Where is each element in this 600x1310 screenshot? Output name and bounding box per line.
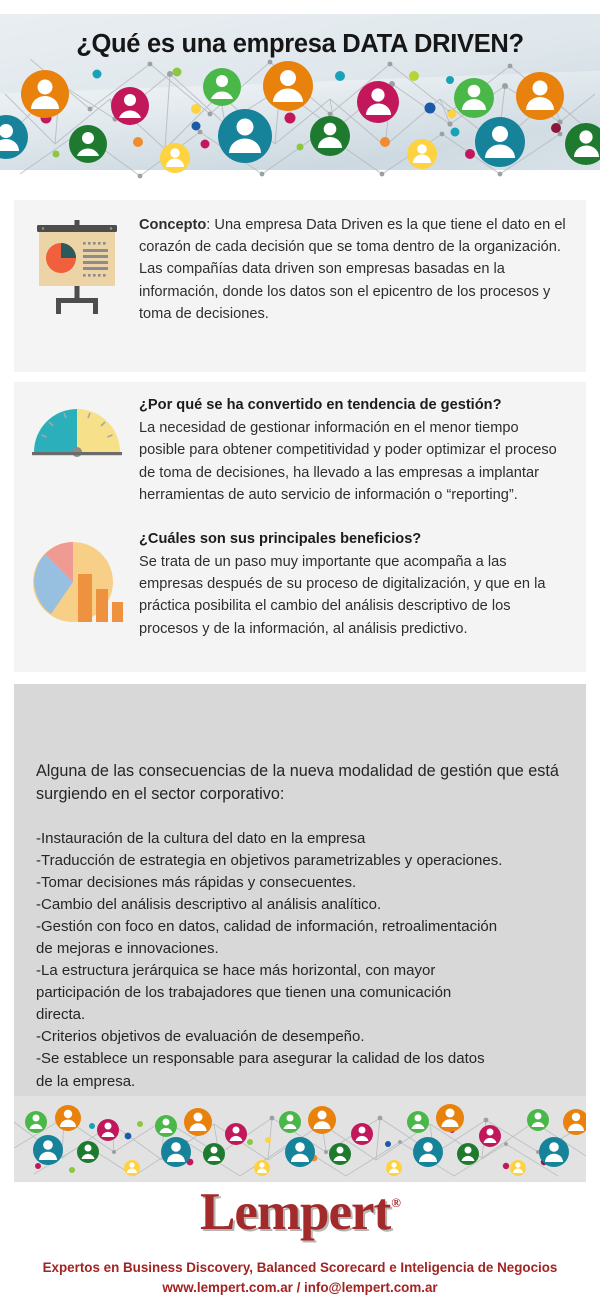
- footer-tagline: Expertos en Business Discovery, Balanced…: [42, 1260, 558, 1275]
- concepto-body: : Una empresa Data Driven es la que tien…: [139, 217, 566, 322]
- list-item: -Criterios objetivos de evaluación de de…: [36, 1028, 365, 1046]
- list-item: -Cambio del análisis descriptivo al anál…: [36, 896, 382, 914]
- people-avatars: [25, 1104, 586, 1176]
- concepto-lead: Concepto: [139, 217, 207, 233]
- presentation-board-icon: [14, 214, 139, 316]
- footer-contact: Expertos en Business Discovery, Balanced…: [0, 1258, 600, 1298]
- people-network-icon: [0, 58, 600, 179]
- tendencia-row: ¿Por qué se ha convertido en tendencia d…: [14, 382, 586, 506]
- consecuencias-intro: Alguna de las consecuencias de la nueva …: [36, 762, 559, 804]
- page-title: ¿Qué es una empresa DATA DRIVEN?: [76, 30, 524, 58]
- list-item: -Tomar decisiones más rápidas y consecue…: [36, 874, 357, 892]
- consecuencias-list: -Instauración de la cultura del dato en …: [36, 828, 576, 1093]
- beneficios-text: ¿Cuáles son sus principales beneficios? …: [139, 528, 586, 640]
- list-item: -Instauración de la cultura del dato en …: [36, 830, 366, 847]
- logo-wordmark: Lempert: [200, 1183, 391, 1241]
- footer-banner: [14, 1096, 586, 1182]
- section-group-tendencia-beneficios: ¿Por qué se ha convertido en tendencia d…: [14, 382, 586, 672]
- beneficios-body: Se trata de un paso muy importante que a…: [139, 554, 546, 637]
- beneficios-heading: ¿Cuáles son sus principales beneficios?: [139, 530, 422, 547]
- footer-website-email[interactable]: www.lempert.com.ar / info@lempert.com.ar: [162, 1280, 438, 1296]
- concepto-row: Concepto: Una empresa Data Driven es la …: [14, 200, 586, 325]
- concepto-text: Concepto: Una empresa Data Driven es la …: [139, 214, 586, 325]
- people-avatars: [0, 61, 600, 173]
- tendencia-heading: ¿Por qué se ha convertido en tendencia d…: [139, 397, 502, 413]
- pie-bar-chart-icon: [14, 528, 139, 630]
- registered-trademark-icon: ®: [391, 1195, 401, 1210]
- tendencia-body: La necesidad de gestionar información en…: [139, 420, 557, 503]
- section-concepto: Concepto: Una empresa Data Driven es la …: [14, 200, 586, 372]
- header-banner: ¿Qué es una empresa DATA DRIVEN?: [0, 14, 600, 190]
- brand-logo: Lempert®: [0, 1186, 600, 1239]
- beneficios-row: ¿Cuáles son sus principales beneficios? …: [14, 506, 586, 640]
- list-item: -Gestión con foco en datos, calidad de i…: [36, 918, 498, 958]
- list-item: -Se establece un responsable para asegur…: [36, 1050, 485, 1090]
- gauge-icon: [14, 394, 139, 464]
- list-item: -Traducción de estrategia en objetivos p…: [36, 852, 503, 870]
- section-consecuencias: Alguna de las consecuencias de la nueva …: [14, 684, 586, 1096]
- list-item: -La estructura jerárquica se hace más ho…: [36, 962, 452, 1024]
- tendencia-text: ¿Por qué se ha convertido en tendencia d…: [139, 394, 586, 506]
- people-network-icon: [14, 1104, 586, 1177]
- header-bottom-fade: [0, 170, 600, 190]
